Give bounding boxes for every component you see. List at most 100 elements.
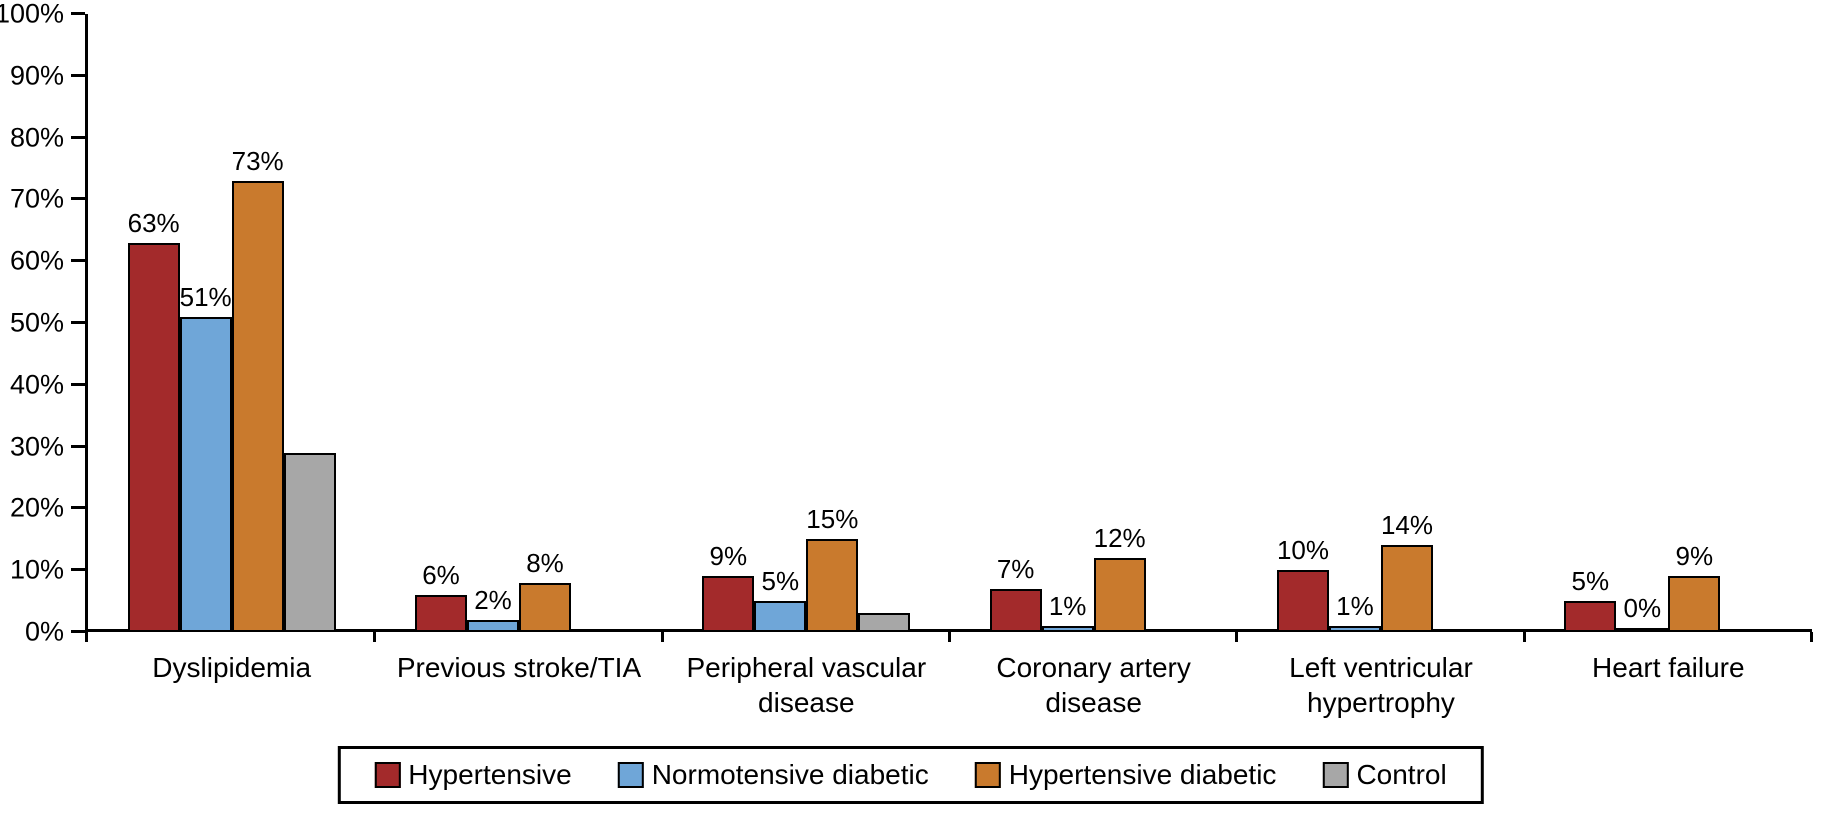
bar-normotensive-diabetic-heart-failure: 0% — [1616, 595, 1669, 632]
bar-hypertensive-heart-failure: 5% — [1564, 568, 1617, 632]
legend-item-hypertensive-diabetic: Hypertensive diabetic — [974, 759, 1277, 790]
x-boundary-tick-1 — [373, 632, 377, 642]
category-label-previous-stroke-tia: Previous stroke/TIA — [375, 650, 662, 720]
bar-hypertensive-peripheral-vascular-disease: 9% — [702, 543, 755, 632]
value-label-hypertensive-diabetic-coronary-artery-disease: 12% — [1093, 522, 1146, 553]
y-tick-60 — [71, 259, 85, 263]
y-axis-line — [85, 14, 88, 642]
category-label-text: Left ventricular hypertrophy — [1289, 652, 1473, 718]
value-label-normotensive-diabetic-peripheral-vascular-disease: 5% — [761, 566, 800, 597]
y-tick-40 — [71, 382, 85, 386]
bar-hypertensive-diabetic-peripheral-vascular-disease: 15% — [806, 506, 858, 632]
bar-hypertensive-left-ventricular-hypertrophy: 10% — [1277, 537, 1329, 632]
bar-group-previous-stroke-tia: 6% 2% 8% — [375, 14, 662, 632]
bar-group-dyslipidemia: 63% 51% 73% — [88, 14, 375, 632]
y-tick-80 — [71, 135, 85, 139]
bar-normotensive-diabetic-previous-stroke-tia: 2% — [466, 587, 519, 632]
bar-control-peripheral-vascular-disease — [858, 613, 911, 632]
x-boundary-tick-3 — [948, 632, 951, 642]
y-axis-labels: 0% 10% 20% 30% 40% 50% 60% 70% 80% 90% 100% — [0, 0, 64, 645]
y-tick-label-20: 20% — [9, 492, 64, 523]
category-label-dyslipidemia: Dyslipidemia — [88, 650, 375, 720]
bar-hypertensive-diabetic-left-ventricular-hypertrophy: 14% — [1381, 512, 1433, 632]
bar-hypertensive-previous-stroke-tia: 6% — [414, 562, 467, 632]
category-label-text: Heart failure — [1592, 652, 1745, 683]
x-axis-line — [85, 629, 1812, 632]
bar-group-coronary-artery-disease: 7% 1% 12% — [950, 14, 1237, 632]
value-label-normotensive-diabetic-left-ventricular-hypertrophy: 1% — [1336, 590, 1374, 621]
legend-swatch-hypertensive — [374, 762, 401, 788]
y-tick-10 — [71, 568, 85, 572]
bar-hypertensive-coronary-artery-disease: 7% — [989, 556, 1042, 632]
bar-normotensive-diabetic-dyslipidemia: 51% — [180, 284, 232, 632]
value-label-hypertensive-peripheral-vascular-disease: 9% — [709, 541, 748, 572]
category-label-text: Coronary artery disease — [996, 652, 1191, 718]
value-label-hypertensive-diabetic-previous-stroke-tia: 8% — [526, 547, 564, 578]
y-tick-20 — [71, 506, 85, 510]
y-tick-90 — [71, 73, 85, 77]
category-label-coronary-artery-disease: Coronary artery disease — [950, 650, 1237, 720]
y-tick-label-80: 80% — [9, 122, 64, 153]
y-tick-label-90: 90% — [9, 60, 64, 91]
bar-group-heart-failure: 5% 0% 9% — [1525, 14, 1812, 632]
category-label-left-ventricular-hypertrophy: Left ventricular hypertrophy — [1237, 650, 1524, 720]
category-label-heart-failure: Heart failure — [1525, 650, 1812, 720]
y-tick-70 — [71, 197, 85, 201]
bar-groups: 63% 51% 73% 6% 2% 8% 9% 5% 15% 7% 1% 12% 10% 1% 14% 5% 0… — [88, 14, 1812, 632]
bar-normotensive-diabetic-coronary-artery-disease: 1% — [1041, 593, 1094, 632]
bar-group-peripheral-vascular-disease: 9% 5% 15% — [663, 14, 950, 632]
y-tick-label-100: 100% — [0, 0, 64, 29]
y-tick-label-10: 10% — [9, 554, 64, 585]
value-label-hypertensive-diabetic-peripheral-vascular-disease: 15% — [806, 504, 859, 535]
y-tick-label-40: 40% — [9, 369, 64, 400]
value-label-hypertensive-left-ventricular-hypertrophy: 10% — [1276, 535, 1329, 566]
category-label-text: Dyslipidemia — [152, 652, 312, 683]
bar-control-dyslipidemia — [283, 452, 336, 632]
x-boundary-tick-6 — [1810, 632, 1813, 642]
value-label-hypertensive-heart-failure: 5% — [1571, 566, 1610, 597]
legend-label-hypertensive: Hypertensive — [408, 759, 572, 790]
bar-normotensive-diabetic-peripheral-vascular-disease: 5% — [754, 568, 807, 632]
y-tick-label-50: 50% — [9, 307, 64, 338]
bar-hypertensive-diabetic-dyslipidemia: 73% — [232, 148, 284, 632]
y-tick-label-30: 30% — [9, 431, 64, 462]
value-label-hypertensive-diabetic-dyslipidemia: 73% — [231, 145, 284, 176]
value-label-normotensive-diabetic-coronary-artery-disease: 1% — [1048, 590, 1087, 621]
bar-hypertensive-diabetic-heart-failure: 9% — [1668, 543, 1721, 632]
legend: Hypertensive Normotensive diabetic Hyperte… — [337, 746, 1484, 804]
legend-label-hypertensive-diabetic: Hypertensive diabetic — [1008, 759, 1277, 790]
x-axis-labels: Dyslipidemia Previous stroke/TIA Periphera… — [88, 650, 1812, 720]
category-label-peripheral-vascular-disease: Peripheral vascular disease — [663, 650, 950, 720]
y-tick-50 — [71, 321, 85, 324]
category-label-text: Peripheral vascular disease — [686, 652, 927, 718]
legend-label-control: Control — [1356, 759, 1447, 790]
legend-item-hypertensive: Hypertensive — [374, 759, 572, 790]
bar-hypertensive-diabetic-previous-stroke-tia: 8% — [518, 550, 571, 632]
category-label-text: Previous stroke/TIA — [396, 652, 642, 683]
legend-swatch-normotensive-diabetic — [617, 762, 644, 788]
legend-item-control: Control — [1322, 759, 1447, 790]
value-label-hypertensive-diabetic-left-ventricular-hypertrophy: 14% — [1380, 510, 1433, 541]
value-label-hypertensive-coronary-artery-disease: 7% — [996, 553, 1035, 584]
value-label-normotensive-diabetic-previous-stroke-tia: 2% — [474, 584, 512, 615]
legend-swatch-control — [1322, 762, 1349, 788]
y-tick-30 — [71, 444, 85, 448]
value-label-hypertensive-dyslipidemia: 63% — [127, 207, 180, 238]
y-tick-100 — [71, 12, 85, 15]
y-tick-label-60: 60% — [9, 245, 64, 276]
value-label-normotensive-diabetic-dyslipidemia: 51% — [179, 281, 232, 312]
bar-normotensive-diabetic-left-ventricular-hypertrophy: 1% — [1328, 593, 1381, 632]
legend-label-normotensive-diabetic: Normotensive diabetic — [651, 759, 929, 790]
bar-hypertensive-diabetic-coronary-artery-disease: 12% — [1094, 525, 1146, 632]
value-label-hypertensive-diabetic-heart-failure: 9% — [1675, 541, 1714, 572]
value-label-normotensive-diabetic-heart-failure: 0% — [1623, 593, 1662, 623]
y-tick-label-0: 0% — [24, 616, 64, 647]
legend-item-normotensive-diabetic: Normotensive diabetic — [617, 759, 929, 790]
bar-hypertensive-dyslipidemia: 63% — [128, 210, 180, 632]
y-tick-label-70: 70% — [9, 183, 64, 214]
x-boundary-tick-2 — [660, 632, 664, 642]
y-tick-0 — [71, 630, 85, 633]
plot-area: 63% 51% 73% 6% 2% 8% 9% 5% 15% 7% 1% 12% 10% 1% 14% 5% 0… — [71, 12, 1813, 642]
legend-swatch-hypertensive-diabetic — [974, 762, 1001, 788]
bar-group-left-ventricular-hypertrophy: 10% 1% 14% — [1237, 14, 1524, 632]
